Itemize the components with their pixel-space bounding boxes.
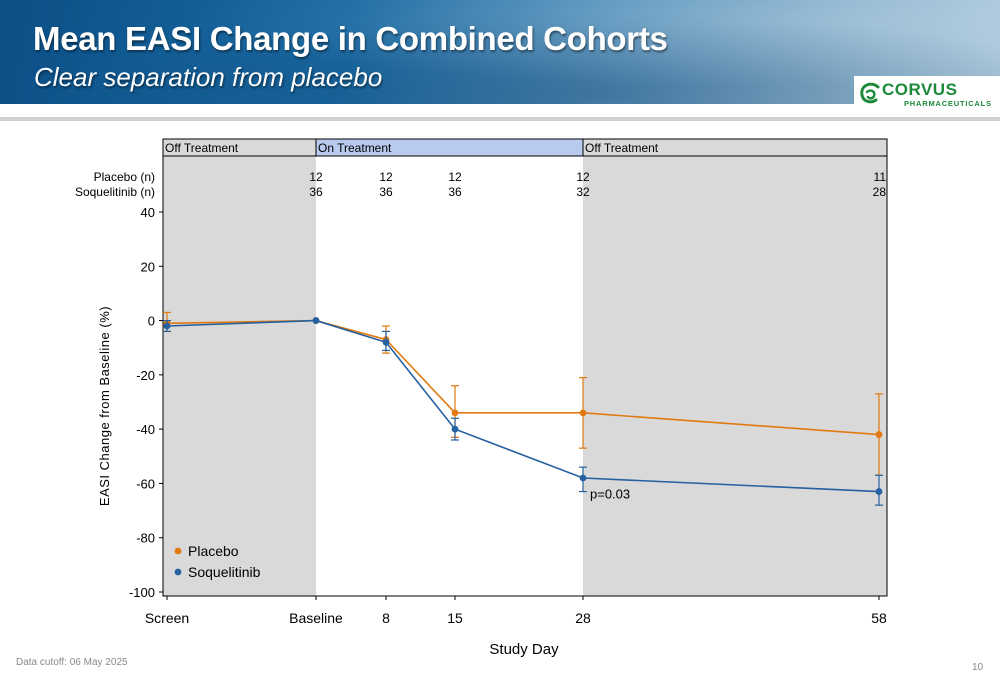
x-tick-label: 15 [447, 610, 463, 626]
n-count-label: 36 [309, 185, 323, 199]
y-tick-label: -60 [136, 476, 155, 491]
series-line-soquelitinib [166, 319, 880, 493]
logo-subtext: PHARMACEUTICALS [904, 99, 992, 108]
header-divider [0, 117, 1000, 121]
treatment-period-label: Off Treatment [165, 141, 239, 155]
logo-wordmark: CORVUS [882, 80, 958, 99]
n-count-label: 36 [448, 185, 462, 199]
data-point [163, 322, 171, 330]
y-tick-label: 20 [141, 259, 155, 274]
n-count-label: 12 [379, 170, 393, 184]
plot-frame [162, 138, 888, 597]
n-count-label: 32 [576, 185, 590, 199]
x-tick-label: Baseline [289, 610, 343, 626]
x-tick-label: Screen [145, 610, 189, 626]
x-axis-label: Study Day [489, 641, 559, 658]
treatment-period-label: Off Treatment [585, 141, 659, 155]
legend-label: Placebo [188, 543, 239, 559]
corvus-swirl-icon [860, 82, 880, 104]
company-logo: CORVUS PHARMACEUTICALS [854, 76, 1000, 113]
data-point [875, 431, 883, 438]
y-axis-label: EASI Change from Baseline (%) [97, 306, 112, 506]
y-tick-label: -40 [136, 422, 155, 437]
data-point [382, 338, 390, 346]
off-treatment-shading [163, 156, 316, 596]
data-point [451, 409, 459, 417]
treatment-period-label: On Treatment [318, 141, 392, 155]
data-cutoff-note: Data cutoff: 06 May 2025 [16, 657, 128, 668]
n-count-label: 12 [309, 170, 323, 184]
n-count-label: 28 [873, 185, 887, 199]
n-count-label: 36 [379, 185, 393, 199]
data-point [451, 425, 459, 433]
header-banner: Mean EASI Change in Combined Cohorts Cle… [0, 0, 1000, 104]
legend-marker [174, 568, 182, 576]
p-value-annotation: p=0.03 [590, 486, 630, 501]
off-treatment-shading [583, 156, 887, 596]
x-tick-label: 28 [575, 610, 591, 626]
page-number: 10 [972, 662, 984, 673]
n-count-label: 12 [448, 170, 462, 184]
x-tick-label: 58 [871, 610, 887, 626]
legend-marker [174, 547, 182, 555]
y-tick-label: -100 [129, 585, 155, 600]
n-row-label: Soquelitinib (n) [75, 185, 155, 199]
n-count-label: 12 [576, 170, 590, 184]
y-tick-label: 40 [141, 205, 155, 220]
y-tick-label: 0 [148, 314, 155, 329]
data-point [875, 488, 883, 495]
y-tick-label: -80 [136, 531, 155, 546]
data-point [579, 474, 587, 482]
legend-label: Soquelitinib [188, 564, 261, 580]
slide-title: Mean EASI Change in Combined Cohorts [33, 20, 668, 57]
y-tick-label: -20 [136, 368, 155, 383]
n-row-label: Placebo (n) [94, 170, 155, 184]
data-point [312, 317, 320, 324]
n-count-label: 11 [874, 170, 887, 184]
slide-subtitle: Clear separation from placebo [34, 62, 383, 92]
data-point [579, 409, 587, 417]
x-tick-label: 8 [382, 610, 390, 626]
